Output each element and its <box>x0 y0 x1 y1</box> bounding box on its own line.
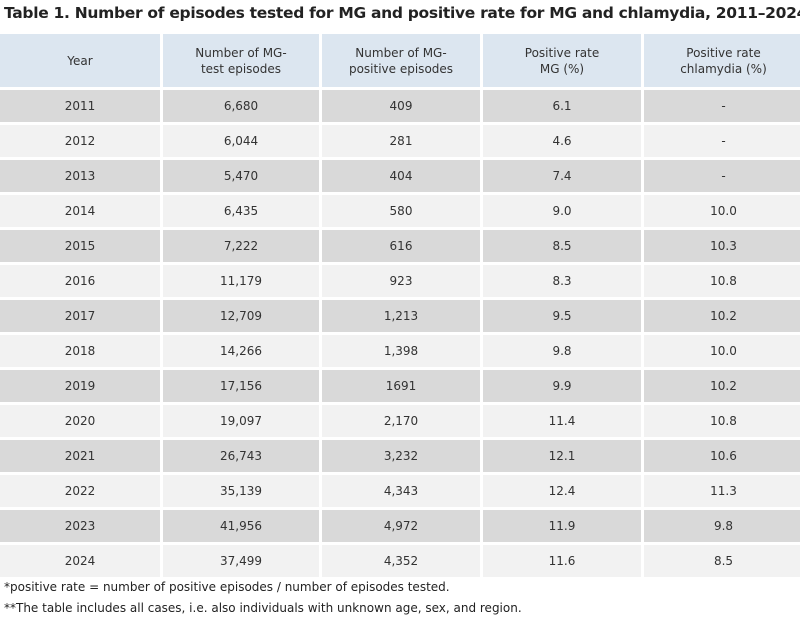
cell-rate-mg: 11.4 <box>483 405 641 437</box>
table-row: 2014 6,435 580 9.0 10.0 <box>0 195 800 227</box>
cell-rate-chlamydia: 8.5 <box>644 545 800 577</box>
cell-rate-mg: 4.6 <box>483 125 641 157</box>
cell-positives: 4,972 <box>322 510 480 542</box>
table-row: 2021 26,743 3,232 12.1 10.6 <box>0 440 800 472</box>
cell-rate-chlamydia: 10.8 <box>644 405 800 437</box>
table-row: 2019 17,156 1691 9.9 10.2 <box>0 370 800 402</box>
cell-rate-chlamydia: - <box>644 125 800 157</box>
table-row: 2015 7,222 616 8.5 10.3 <box>0 230 800 262</box>
header-positives: Number of MG-positive episodes <box>322 34 480 87</box>
cell-tests: 6,044 <box>163 125 319 157</box>
table-row: 2011 6,680 409 6.1- <box>0 90 800 122</box>
cell-tests: 19,097 <box>163 405 319 437</box>
cell-rate-mg: 9.0 <box>483 195 641 227</box>
cell-positives: 1,398 <box>322 335 480 367</box>
cell-tests: 6,680 <box>163 90 319 122</box>
cell-positives: 281 <box>322 125 480 157</box>
cell-year: 2014 <box>0 195 160 227</box>
table-row: 2013 5,470 404 7.4- <box>0 160 800 192</box>
cell-year: 2015 <box>0 230 160 262</box>
cell-tests: 12,709 <box>163 300 319 332</box>
cell-year: 2011 <box>0 90 160 122</box>
cell-tests: 14,266 <box>163 335 319 367</box>
cell-rate-mg: 11.6 <box>483 545 641 577</box>
cell-tests: 7,222 <box>163 230 319 262</box>
cell-rate-chlamydia: 11.3 <box>644 475 800 507</box>
cell-tests: 17,156 <box>163 370 319 402</box>
cell-year: 2020 <box>0 405 160 437</box>
header-tests: Number of MG-test episodes <box>163 34 319 87</box>
table-row: 2017 12,709 1,213 9.5 10.2 <box>0 300 800 332</box>
cell-tests: 6,435 <box>163 195 319 227</box>
cell-rate-mg: 9.9 <box>483 370 641 402</box>
table-row: 2012 6,044 281 4.6- <box>0 125 800 157</box>
data-table: Year Number of MG-test episodes Number o… <box>0 31 800 580</box>
cell-tests: 11,179 <box>163 265 319 297</box>
cell-positives: 4,343 <box>322 475 480 507</box>
cell-rate-mg: 12.1 <box>483 440 641 472</box>
cell-tests: 37,499 <box>163 545 319 577</box>
cell-year: 2019 <box>0 370 160 402</box>
cell-positives: 1691 <box>322 370 480 402</box>
cell-tests: 26,743 <box>163 440 319 472</box>
header-rate-mg: Positive rate MG (%) <box>483 34 641 87</box>
cell-positives: 4,352 <box>322 545 480 577</box>
cell-rate-chlamydia: 10.2 <box>644 370 800 402</box>
cell-positives: 616 <box>322 230 480 262</box>
header-rate-chlamydia: Positive rate chlamydia (%) <box>644 34 800 87</box>
cell-year: 2021 <box>0 440 160 472</box>
cell-tests: 41,956 <box>163 510 319 542</box>
cell-rate-chlamydia: 9.8 <box>644 510 800 542</box>
cell-positives: 923 <box>322 265 480 297</box>
header-row: Year Number of MG-test episodes Number o… <box>0 34 800 87</box>
cell-positives: 1,213 <box>322 300 480 332</box>
cell-year: 2017 <box>0 300 160 332</box>
header-year: Year <box>0 34 160 87</box>
table-row: 2022 35,139 4,343 12.4 11.3 <box>0 475 800 507</box>
cell-rate-chlamydia: 10.0 <box>644 195 800 227</box>
table-row: 2023 41,956 4,972 11.9 9.8 <box>0 510 800 542</box>
footnote-1: *positive rate = number of positive epis… <box>4 580 450 594</box>
cell-rate-chlamydia: 10.6 <box>644 440 800 472</box>
table-row: 2024 37,499 4,352 11.6 8.5 <box>0 545 800 577</box>
table-row: 2018 14,266 1,398 9.8 10.0 <box>0 335 800 367</box>
cell-rate-chlamydia: - <box>644 90 800 122</box>
cell-year: 2023 <box>0 510 160 542</box>
cell-rate-chlamydia: 10.3 <box>644 230 800 262</box>
cell-year: 2016 <box>0 265 160 297</box>
cell-year: 2013 <box>0 160 160 192</box>
cell-positives: 404 <box>322 160 480 192</box>
cell-year: 2012 <box>0 125 160 157</box>
cell-rate-mg: 7.4 <box>483 160 641 192</box>
cell-rate-mg: 8.5 <box>483 230 641 262</box>
cell-positives: 409 <box>322 90 480 122</box>
cell-positives: 3,232 <box>322 440 480 472</box>
cell-rate-chlamydia: 10.2 <box>644 300 800 332</box>
cell-rate-chlamydia: 10.0 <box>644 335 800 367</box>
cell-rate-mg: 8.3 <box>483 265 641 297</box>
cell-year: 2018 <box>0 335 160 367</box>
cell-rate-mg: 12.4 <box>483 475 641 507</box>
cell-tests: 5,470 <box>163 160 319 192</box>
cell-year: 2022 <box>0 475 160 507</box>
cell-rate-mg: 6.1 <box>483 90 641 122</box>
table-row: 2020 19,097 2,170 11.4 10.8 <box>0 405 800 437</box>
cell-rate-mg: 9.5 <box>483 300 641 332</box>
cell-year: 2024 <box>0 545 160 577</box>
cell-rate-mg: 9.8 <box>483 335 641 367</box>
cell-rate-chlamydia: 10.8 <box>644 265 800 297</box>
table-title: Table 1. Number of episodes tested for M… <box>4 4 800 22</box>
cell-tests: 35,139 <box>163 475 319 507</box>
table-row: 2016 11,179 923 8.3 10.8 <box>0 265 800 297</box>
cell-rate-chlamydia: - <box>644 160 800 192</box>
footnote-2: **The table includes all cases, i.e. als… <box>4 601 522 615</box>
cell-rate-mg: 11.9 <box>483 510 641 542</box>
cell-positives: 2,170 <box>322 405 480 437</box>
cell-positives: 580 <box>322 195 480 227</box>
